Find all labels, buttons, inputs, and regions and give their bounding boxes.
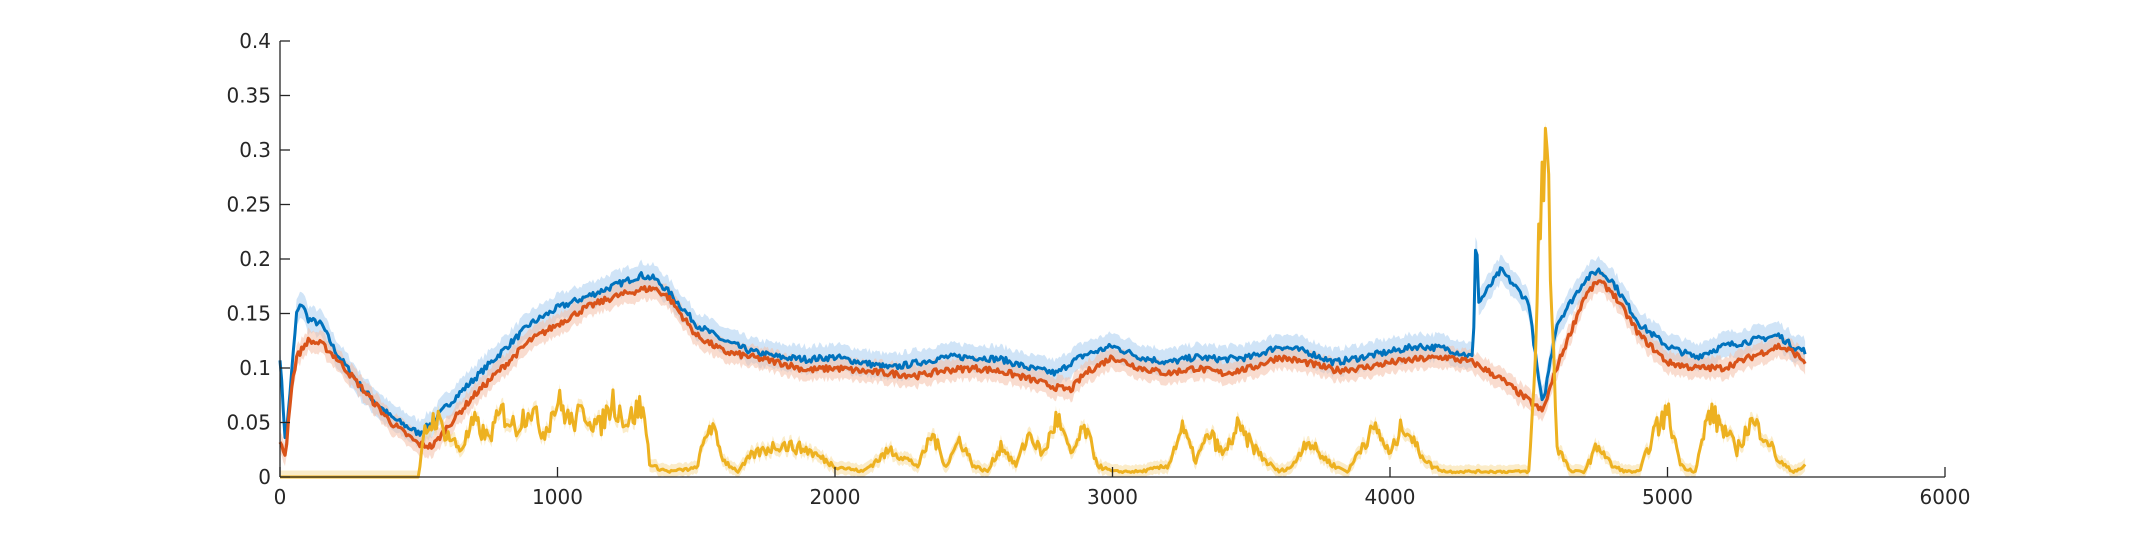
y-tick-label: 0.35 — [226, 84, 271, 108]
y-tick-label: 0.4 — [239, 29, 271, 53]
x-tick-label: 5000 — [1642, 485, 1693, 509]
series-3-line — [280, 126, 1807, 479]
y-tick-label: 0.1 — [239, 356, 271, 380]
y-tick-label: 0.2 — [239, 247, 271, 271]
series-lines — [278, 126, 1807, 479]
series-2-line — [278, 279, 1807, 457]
series-1-band — [280, 237, 1806, 451]
y-axis-ticks: 0 0.05 0.1 0.15 0.2 0.25 0.3 0.35 0.4 — [226, 29, 290, 489]
x-tick-label: 2000 — [810, 485, 861, 509]
y-tick-label: 0 — [258, 465, 271, 489]
x-axis-ticks: 0 1000 2000 3000 4000 5000 6000 — [274, 467, 1971, 509]
y-tick-label: 0.3 — [239, 138, 271, 162]
x-tick-label: 1000 — [532, 485, 583, 509]
y-tick-label: 0.15 — [226, 302, 271, 326]
x-tick-label: 4000 — [1365, 485, 1416, 509]
x-tick-label: 0 — [274, 485, 287, 509]
y-tick-label: 0.25 — [226, 193, 271, 217]
x-tick-label: 6000 — [1920, 485, 1971, 509]
series-1-line — [278, 248, 1807, 439]
x-tick-label: 3000 — [1087, 485, 1138, 509]
y-tick-label: 0.05 — [226, 411, 271, 435]
